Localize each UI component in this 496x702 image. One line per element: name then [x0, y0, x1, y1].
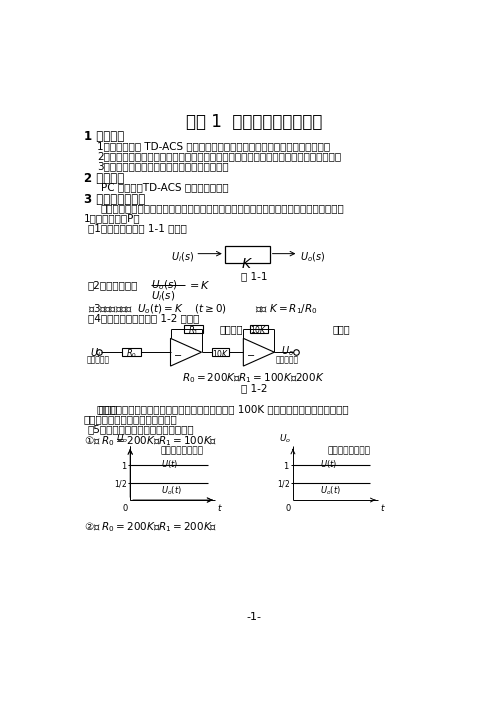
Text: 反相器: 反相器 — [332, 324, 350, 333]
Text: ①取 $R_0=200K$，$R_1=100K$：: ①取 $R_0=200K$，$R_1=100K$： — [84, 435, 217, 449]
Text: （4）模拟电路图：如图 1-2 所示。: （4）模拟电路图：如图 1-2 所示。 — [88, 313, 199, 323]
Text: $= K$: $= K$ — [187, 279, 210, 291]
Bar — [185, 325, 203, 333]
Text: 实测阶跃响应曲线: 实测阶跃响应曲线 — [327, 446, 370, 455]
Text: $K$: $K$ — [241, 258, 253, 272]
Text: 图 1-1: 图 1-1 — [241, 272, 267, 282]
Text: 比例环节: 比例环节 — [219, 324, 243, 333]
Text: $U_o(t)$: $U_o(t)$ — [161, 484, 182, 497]
Text: 以后的实验中用到的运放也如此。: 以后的实验中用到的运放也如此。 — [84, 413, 178, 424]
Text: 输出测量端: 输出测量端 — [276, 355, 299, 364]
Text: 2．熏悲各种典型环节的理想阶跃响应曲线和实际阶跃响应曲线，对比差异，分析原因。: 2．熏悲各种典型环节的理想阶跃响应曲线和实际阶跃响应曲线，对比差异，分析原因。 — [97, 151, 341, 161]
Text: 1．比例环节（P）: 1．比例环节（P） — [84, 213, 140, 224]
Text: $U_o$: $U_o$ — [279, 432, 291, 444]
Text: 1 实验目的: 1 实验目的 — [84, 131, 124, 143]
Text: （5）理想与实际阶跃响应对照曲线：: （5）理想与实际阶跃响应对照曲线： — [88, 424, 194, 434]
Text: $U(t)$: $U(t)$ — [320, 458, 337, 470]
Text: 注意：图中运算放大器的正相输入端已经对地接了 100K 的电际，实验中不需要再接，: 注意：图中运算放大器的正相输入端已经对地接了 100K 的电际，实验中不需要再接… — [84, 404, 348, 413]
Text: $U_i$: $U_i$ — [90, 346, 101, 360]
Text: $10K$: $10K$ — [250, 324, 267, 336]
Text: ②取 $R_0=200K$，$R_1=200K$：: ②取 $R_0=200K$，$R_1=200K$： — [84, 520, 217, 534]
Text: $U_o(t)$: $U_o(t)$ — [320, 484, 341, 497]
Bar — [249, 325, 268, 333]
Text: 3．了解参数变化对典型环节动态特性的影响。: 3．了解参数变化对典型环节动态特性的影响。 — [97, 161, 229, 171]
Bar — [225, 246, 270, 263]
Text: $U_o(s)$: $U_o(s)$ — [151, 278, 178, 292]
Text: $10K$: $10K$ — [212, 347, 230, 359]
Text: $R_1$: $R_1$ — [188, 324, 199, 337]
Text: 图 1-2: 图 1-2 — [241, 383, 267, 393]
Text: 2 实验设备: 2 实验设备 — [84, 172, 124, 185]
Text: $U_o$: $U_o$ — [117, 432, 128, 444]
Text: 理想阶跃响应曲线: 理想阶跃响应曲线 — [161, 446, 204, 455]
Text: 1．熏悟并掌握 TD-ACS 设备的使用方法及各典型环节模拟电路的构成方法。: 1．熏悟并掌握 TD-ACS 设备的使用方法及各典型环节模拟电路的构成方法。 — [97, 141, 330, 151]
Text: （3）阶跃响应：  $U_o(t)=K$    $(t\geq 0)$         其中 $K=R_1/R_0$: （3）阶跃响应： $U_o(t)=K$ $(t\geq 0)$ 其中 $K=R_… — [88, 302, 317, 316]
Text: $R_0=200K$；$R_1=100K$或$200K$: $R_0=200K$；$R_1=100K$或$200K$ — [182, 371, 325, 385]
Text: $1/2$: $1/2$ — [277, 477, 290, 489]
Text: PC 机一台，TD-ACS 实验系统一套。: PC 机一台，TD-ACS 实验系统一套。 — [101, 182, 228, 192]
Text: $1$: $1$ — [121, 460, 127, 471]
Text: 3 实验原理及内容: 3 实验原理及内容 — [84, 193, 145, 206]
Text: $t$: $t$ — [380, 502, 385, 512]
Text: $-$: $-$ — [246, 349, 255, 359]
Text: -1-: -1- — [247, 611, 262, 622]
Text: $t$: $t$ — [217, 502, 223, 512]
Text: $0$: $0$ — [285, 502, 291, 512]
Text: 下面列出各典型环节的方框图、传递函数、模拟电路图、阶跃响应，实验前应熏悲了解。: 下面列出各典型环节的方框图、传递函数、模拟电路图、阶跃响应，实验前应熏悲了解。 — [101, 203, 345, 213]
Text: $1$: $1$ — [283, 460, 290, 471]
Text: 实验 1  典型环节的时域响应: 实验 1 典型环节的时域响应 — [186, 114, 322, 131]
Bar — [123, 348, 141, 356]
Text: $U_o(s)$: $U_o(s)$ — [300, 251, 325, 264]
Text: 信号输入端: 信号输入端 — [87, 355, 110, 364]
Text: $1/2$: $1/2$ — [114, 477, 127, 489]
Text: （2）传递函数：: （2）传递函数： — [88, 281, 138, 291]
Text: $U(t)$: $U(t)$ — [161, 458, 179, 470]
Text: $U_i(s)$: $U_i(s)$ — [151, 290, 176, 303]
Text: $U_i(s)$: $U_i(s)$ — [171, 251, 194, 264]
Text: $R_0$: $R_0$ — [126, 347, 137, 360]
Text: $0$: $0$ — [122, 502, 128, 512]
Text: $-$: $-$ — [173, 349, 182, 359]
Text: （1）方框图：如图 1-1 所示。: （1）方框图：如图 1-1 所示。 — [88, 224, 186, 234]
Bar — [212, 348, 229, 356]
Text: 注意：: 注意： — [84, 404, 117, 413]
Text: $U_o$: $U_o$ — [281, 345, 294, 358]
